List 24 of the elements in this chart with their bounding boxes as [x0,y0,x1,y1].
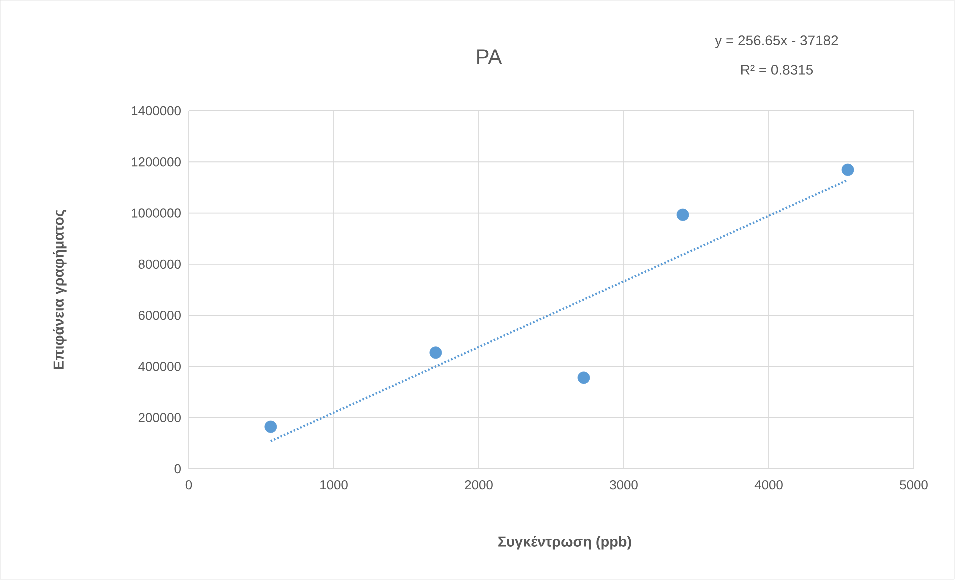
x-tick-label: 1000 [320,480,348,490]
point [676,208,690,222]
y-tick-label: 1000000 [132,208,181,218]
x-tick-label: 4000 [754,480,783,490]
point [430,346,442,360]
text: y = 256.65x - 37182 [715,36,838,48]
point [842,164,854,176]
point [264,420,278,434]
y-tick-label: 0 [174,464,181,474]
y-tick-label: 200000 [138,413,181,422]
x-axis-title: Συγκέντρωση (ppb) [498,536,632,550]
y-tick-label: 1400000 [132,106,181,116]
x-tick-label: 3000 [610,480,638,490]
chart-title: PA [478,50,502,64]
y-tick-label: 400000 [138,362,181,372]
text: R² = 0.8315 [742,65,814,75]
x-tick-label: 5000 [900,480,928,490]
y-tick-label: 800000 [138,260,181,269]
y-axis-title: Επιφάνεια γραφήματος [53,210,67,370]
point [578,372,590,384]
x-tick-label: 2000 [465,480,493,490]
x-tick-label: 0 [186,480,192,490]
y-tick-label: 600000 [138,310,181,320]
y-tick-label: 1200000 [132,158,181,167]
